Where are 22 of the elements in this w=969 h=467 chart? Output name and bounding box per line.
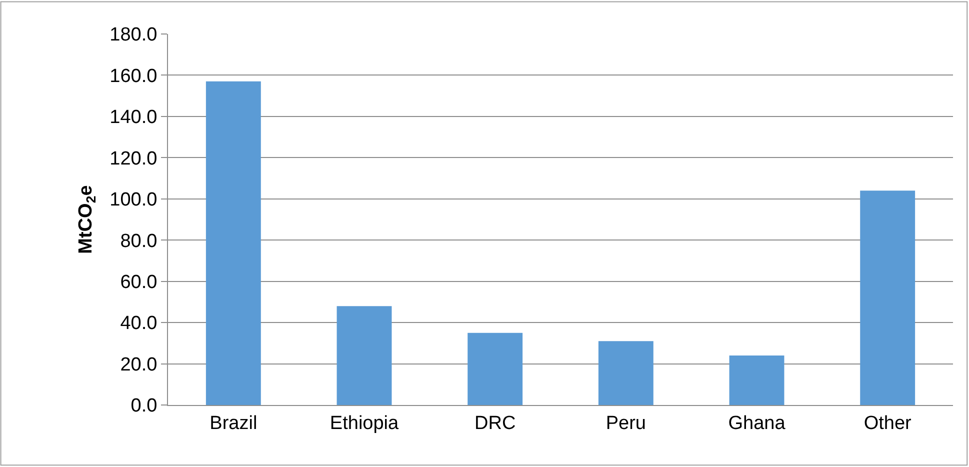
y-tick-label: 160.0 [110, 66, 158, 87]
bar [336, 306, 392, 405]
y-tick-label: 40.0 [120, 313, 158, 334]
x-tick-label: Brazil [210, 412, 258, 434]
y-tick-label: 20.0 [120, 354, 158, 376]
x-tick-label: Peru [606, 412, 646, 434]
y-tick-label: 80.0 [120, 230, 158, 252]
y-tick-label: 180.0 [110, 24, 158, 46]
y-tick-label: 140.0 [110, 107, 158, 128]
bar [598, 341, 654, 405]
x-tick-label: DRC [474, 412, 516, 434]
x-tick-label: Other [864, 412, 912, 434]
bar [206, 81, 261, 405]
x-tick-label: Ghana [728, 412, 786, 434]
x-tick-label: Ethiopia [330, 412, 400, 434]
bar [729, 356, 784, 405]
bar [860, 190, 916, 405]
bar [468, 332, 523, 405]
y-tick-label: 60.0 [120, 272, 158, 293]
y-tick-label: 100.0 [110, 190, 158, 211]
y-tick-label: 0.0 [130, 396, 158, 417]
y-tick-label: 120.0 [110, 148, 158, 170]
